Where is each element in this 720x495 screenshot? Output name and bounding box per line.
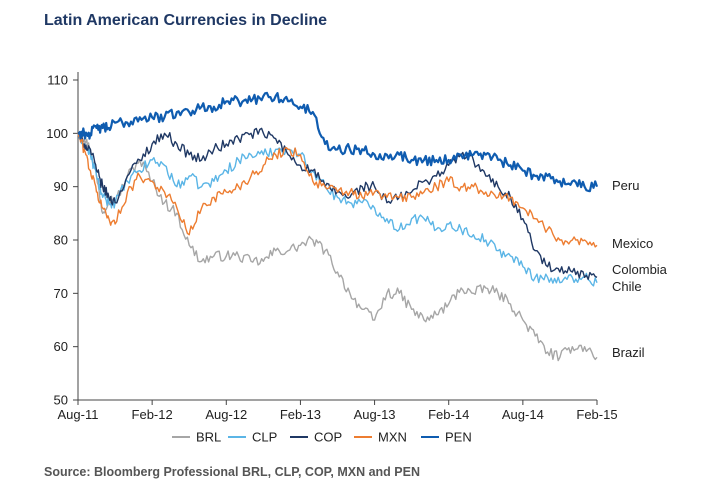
- series-line-cop: [77, 127, 598, 280]
- chart: 50 60 70 80 90 100 110 Aug-11 Feb-12 Aug-12 Feb-13…: [46, 72, 668, 445]
- legend-label-clp: CLP: [252, 430, 277, 445]
- end-label-peru: Peru: [612, 178, 639, 193]
- y-tick-label: 50: [54, 393, 68, 408]
- chart-title: Latin American Currencies in Decline: [44, 12, 328, 29]
- end-label-brazil: Brazil: [612, 345, 645, 360]
- legend-label-brl: BRL: [196, 430, 221, 445]
- axes: 50 60 70 80 90 100 110 Aug-11 Feb-12 Aug-12 Feb-13…: [46, 72, 618, 422]
- source-note: Source: Bloomberg Professional BRL, CLP,…: [44, 465, 420, 479]
- series-line-brl: [77, 133, 598, 362]
- series-lines: [77, 91, 599, 362]
- x-tick-label: Aug-13: [354, 407, 396, 422]
- y-tick-label: 70: [54, 286, 68, 301]
- x-tick-label: Feb-13: [280, 407, 321, 422]
- legend-label-cop: COP: [314, 430, 342, 445]
- y-tick-label: 60: [54, 339, 68, 354]
- end-label-colombia: Colombia: [612, 262, 668, 277]
- y-tick-label: 90: [54, 179, 68, 194]
- series-line-pen: [77, 91, 599, 193]
- x-tick-label: Aug-12: [205, 407, 247, 422]
- x-tick-label: Aug-11: [58, 407, 99, 422]
- x-tick-label: Aug-14: [502, 407, 544, 422]
- end-label-mexico: Mexico: [612, 236, 653, 251]
- y-tick-label: 80: [54, 233, 68, 248]
- end-label-chile: Chile: [612, 279, 642, 294]
- legend-label-pen: PEN: [445, 430, 472, 445]
- legend: BRL CLP COP MXN PEN: [172, 430, 472, 445]
- x-tick-label: Feb-15: [576, 407, 617, 422]
- x-tick-label: Feb-12: [132, 407, 173, 422]
- legend-label-mxn: MXN: [378, 430, 407, 445]
- end-labels: Brazil Colombia Mexico Peru Chile: [612, 178, 668, 360]
- x-tick-label: Feb-14: [428, 407, 469, 422]
- y-tick-label: 110: [47, 73, 68, 88]
- series-line-mxn: [77, 133, 598, 248]
- y-tick-label: 100: [46, 126, 68, 141]
